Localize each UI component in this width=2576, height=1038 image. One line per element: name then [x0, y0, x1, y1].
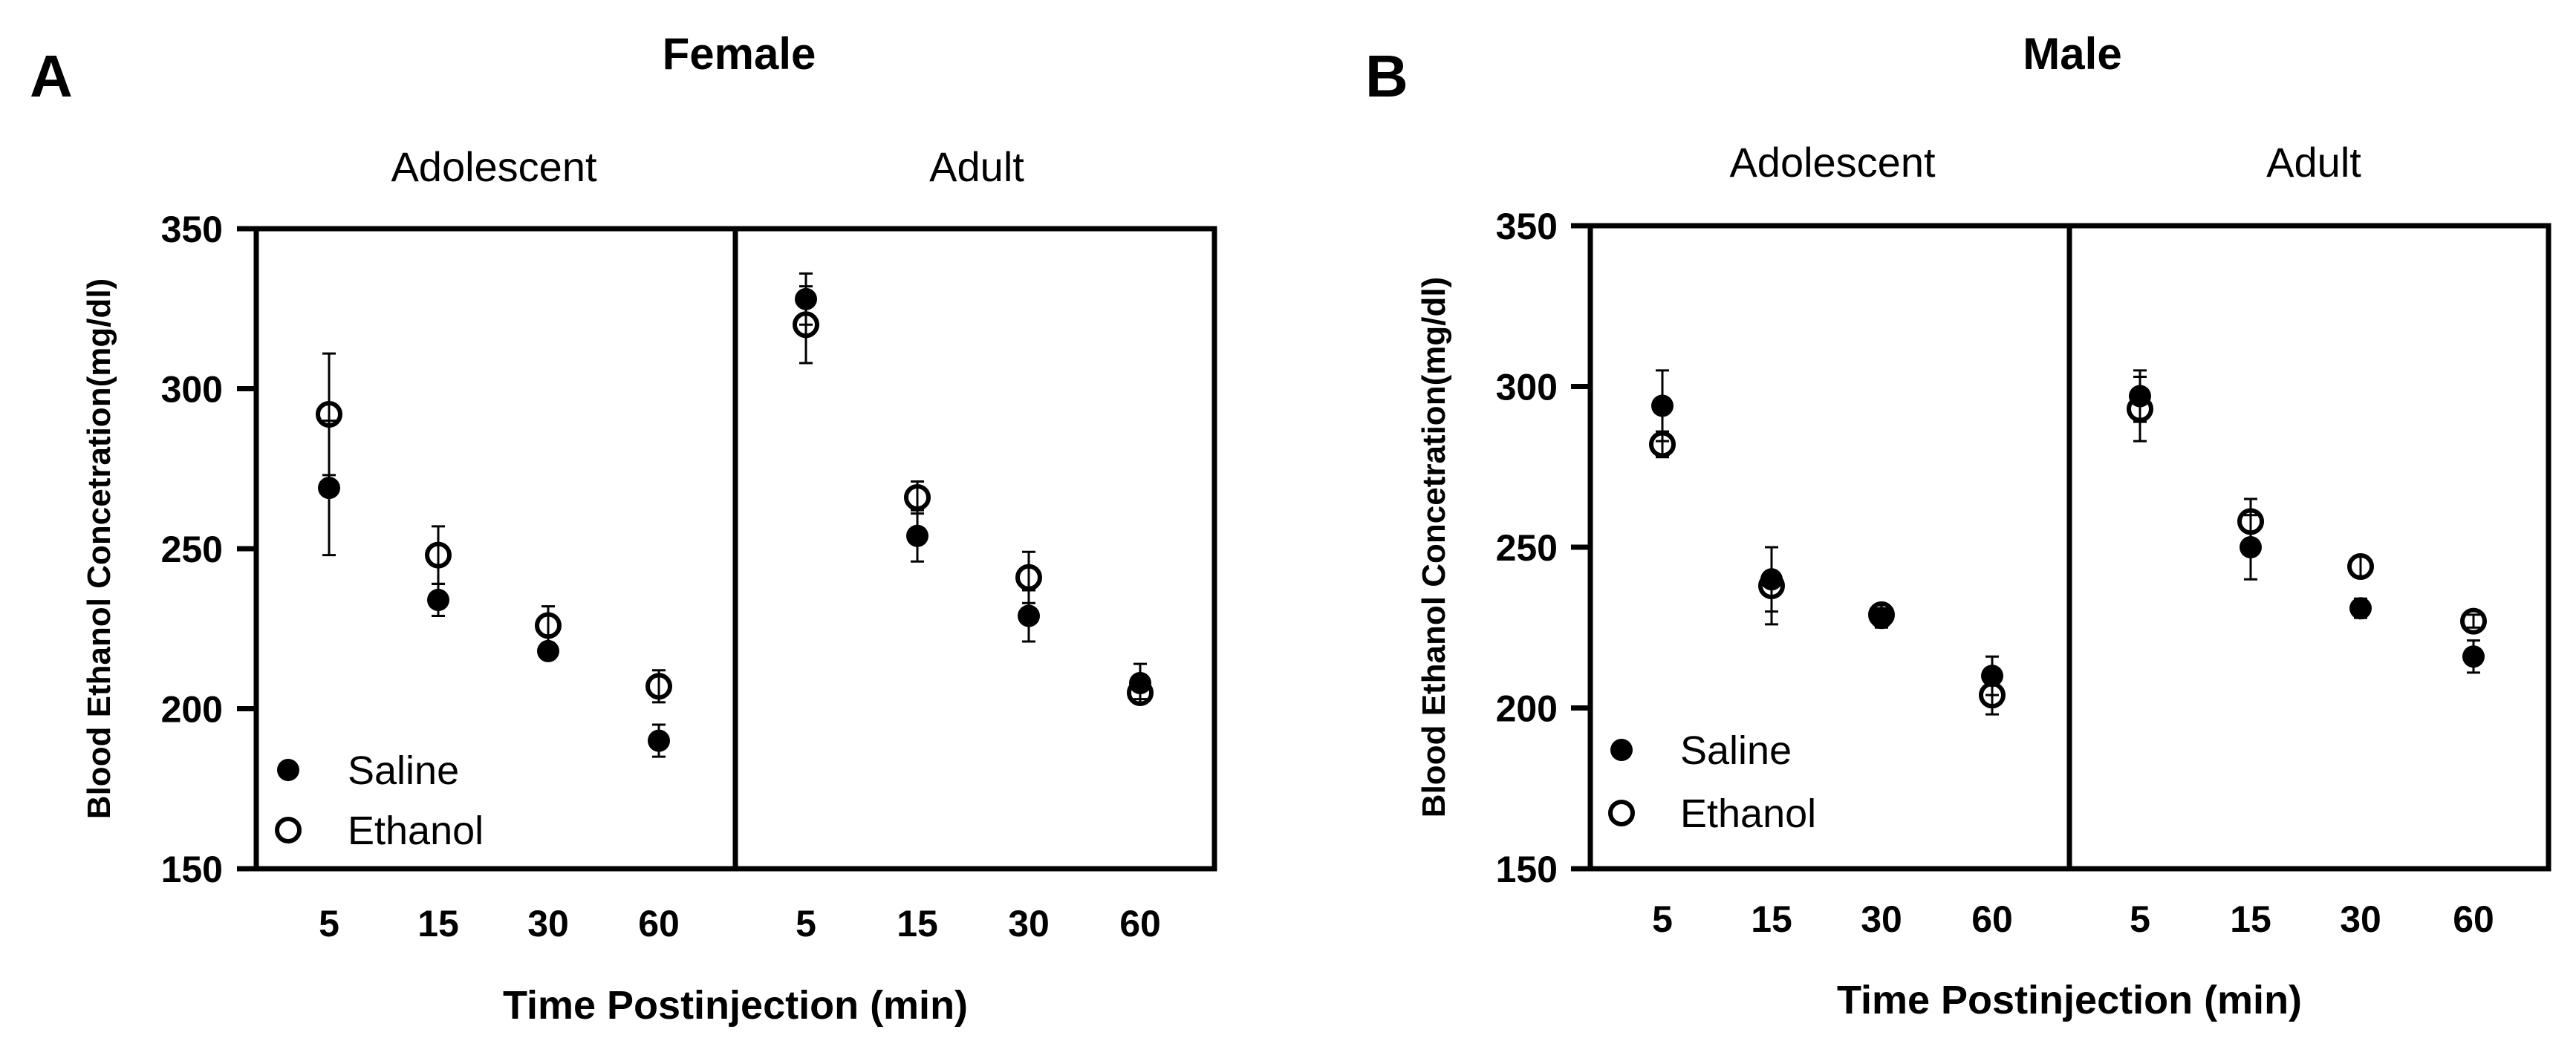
y-tick-label: 350	[1496, 206, 1558, 247]
y-ticks: 150 200 250 300 350	[161, 209, 256, 890]
y-tick-label: 250	[1496, 527, 1558, 569]
x-tick-label: 5	[2130, 898, 2150, 940]
y-ticks: 150 200 250 300 350	[1496, 206, 1590, 890]
point-ethanol	[316, 400, 342, 428]
x-axis-label: Time Postinjection (min)	[1837, 978, 2302, 1022]
point-ethanol	[2347, 552, 2374, 580]
point-ethanol	[2237, 508, 2264, 535]
point-saline	[1651, 394, 1674, 417]
point-saline	[2240, 536, 2262, 558]
point-saline	[2462, 645, 2485, 668]
x-tick-label: 60	[1971, 898, 2013, 940]
y-tick-label: 200	[161, 689, 223, 731]
legend-marker-ethanol	[1608, 800, 1635, 826]
panel-letter: A	[30, 43, 73, 109]
point-ethanol	[1015, 564, 1042, 591]
x-tick-label: 60	[638, 903, 680, 944]
x-tick-label: 5	[319, 903, 339, 944]
y-axis-label: Blood Ethanol Concetration(mg/dl)	[81, 278, 117, 819]
panel-letter: B	[1365, 43, 1408, 109]
x-tick-label: 30	[527, 903, 569, 944]
legend: Saline Ethanol	[275, 748, 484, 853]
x-tick-label: 15	[417, 903, 459, 944]
group-label-adolescent: Adolescent	[1729, 139, 1936, 186]
x-tick-label: 15	[2230, 898, 2271, 940]
point-ethanol	[535, 612, 562, 639]
y-tick-label: 300	[161, 369, 223, 411]
y-tick-label: 250	[161, 529, 223, 570]
panel-title: Female	[663, 29, 816, 79]
x-tick-label: 30	[1861, 898, 1902, 940]
y-tick-label: 150	[161, 849, 223, 890]
legend: Saline Ethanol	[1608, 728, 1816, 836]
point-saline	[1018, 604, 1040, 627]
x-tick-label: 15	[897, 903, 938, 944]
y-tick-label: 150	[1496, 849, 1558, 890]
y-axis-label: Blood Ethanol Concetration(mg/dl)	[1416, 277, 1452, 817]
y-tick-label: 350	[161, 209, 223, 250]
legend-label-ethanol: Ethanol	[348, 809, 484, 853]
point-ethanol	[1868, 601, 1895, 628]
legend-marker-saline	[1610, 739, 1633, 761]
panel-female: A Female Adolescent Adult Blood Ethanol …	[30, 29, 1217, 1028]
point-ethanol	[904, 484, 931, 512]
legend-marker-saline	[277, 759, 299, 781]
y-tick-label: 300	[1496, 367, 1558, 408]
x-tick-label: 30	[2340, 898, 2381, 940]
legend-label-saline: Saline	[348, 748, 459, 793]
point-saline	[427, 588, 449, 611]
x-tick-label: 5	[796, 903, 816, 944]
point-saline	[906, 524, 928, 547]
group-label-adolescent: Adolescent	[391, 143, 597, 190]
point-ethanol	[2460, 607, 2487, 635]
x-axis-label: Time Postinjection (min)	[503, 983, 968, 1028]
x-tick-label: 15	[1751, 898, 1792, 940]
panel-title: Male	[2023, 29, 2121, 79]
legend-label-saline: Saline	[1680, 728, 1792, 773]
point-ethanol	[645, 673, 672, 700]
point-ethanol	[1649, 431, 1676, 458]
x-tick-label: 60	[2453, 898, 2494, 940]
panel-male: B Male Adolescent Adult Blood Ethanol Co…	[1365, 29, 2551, 1022]
x-tick-label: 5	[1652, 898, 1673, 940]
y-tick-label: 200	[1496, 688, 1558, 730]
point-ethanol	[1758, 572, 1785, 599]
point-ethanol	[1979, 682, 2006, 709]
x-ticks: 5 15 30 60 5 15 30 60	[1652, 898, 2494, 940]
legend-label-ethanol: Ethanol	[1680, 791, 1816, 836]
x-tick-label: 60	[1119, 903, 1161, 944]
point-saline	[318, 477, 340, 500]
point-saline	[2349, 597, 2372, 620]
point-ethanol	[1127, 679, 1154, 706]
point-ethanol	[793, 311, 819, 339]
group-label-adult: Adult	[2266, 139, 2361, 186]
data-marks	[1649, 369, 2487, 716]
x-ticks: 5 15 30 60 5 15 30 60	[319, 903, 1161, 944]
point-saline	[648, 729, 670, 752]
data-marks	[316, 272, 1154, 758]
x-tick-label: 30	[1008, 903, 1050, 944]
group-label-adult: Adult	[929, 143, 1024, 190]
point-ethanol	[425, 541, 452, 569]
point-ethanol	[2127, 395, 2153, 422]
legend-marker-ethanol	[275, 817, 302, 843]
